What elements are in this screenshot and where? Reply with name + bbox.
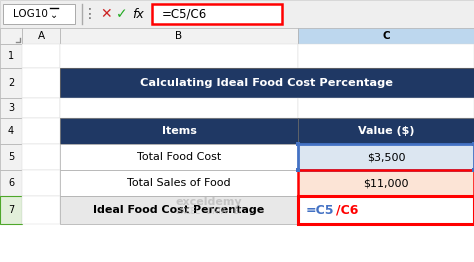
Bar [0,144,22,170]
Bar [60,118,298,144]
Bar [0,98,22,118]
Text: ⌄: ⌄ [50,10,58,20]
Text: $3,500: $3,500 [367,152,405,162]
Text: 5: 5 [8,152,14,162]
Bar [0,28,474,44]
Bar [298,196,474,224]
Bar [22,170,60,196]
Text: 3: 3 [8,103,14,113]
Text: LOG10: LOG10 [13,9,47,19]
Bar [298,196,474,224]
Text: exceldemy: exceldemy [176,197,242,207]
Bar [296,142,300,146]
Text: Total Food Cost: Total Food Cost [137,152,221,162]
Text: EXCEL · DATA · BI: EXCEL · DATA · BI [176,208,241,216]
Text: ✓: ✓ [116,7,128,21]
Bar [0,0,474,28]
Text: Total Sales of Food: Total Sales of Food [127,178,231,188]
Bar [60,170,298,196]
Text: 2: 2 [8,78,14,88]
Bar [298,44,474,68]
Bar [22,144,60,170]
Bar [22,68,60,98]
Text: =C5/C6: =C5/C6 [162,8,207,20]
Bar [296,168,300,172]
Bar [152,4,282,24]
Text: 1: 1 [8,51,14,61]
Bar [60,28,298,44]
Text: A: A [37,31,45,41]
Bar [298,170,474,196]
Bar [3,4,75,24]
Text: B: B [175,31,182,41]
Bar [298,144,474,170]
Bar [60,44,298,68]
Bar [298,28,474,44]
Bar [298,144,474,170]
Text: /C6: /C6 [336,204,358,216]
Bar [22,118,60,144]
Bar [22,196,60,224]
Bar [298,170,474,196]
Text: $11,000: $11,000 [363,178,409,188]
Text: ✕: ✕ [100,7,112,21]
Bar [472,168,474,172]
Text: Calculating Ideal Food Cost Percentage: Calculating Ideal Food Cost Percentage [140,78,393,88]
Bar [22,44,60,68]
Bar [0,170,22,196]
Text: =C5: =C5 [306,204,335,216]
Bar [60,144,298,170]
Bar [60,196,298,224]
Text: fx: fx [132,8,144,20]
Text: 4: 4 [8,126,14,136]
Text: C: C [382,31,390,41]
Text: Ideal Food Cost Percentage: Ideal Food Cost Percentage [93,205,264,215]
Text: Value ($): Value ($) [358,126,414,136]
Bar [298,118,474,144]
Bar [472,142,474,146]
Bar [22,98,60,118]
Bar [22,28,60,44]
Bar [0,68,22,98]
Bar [0,28,22,44]
Bar [60,98,298,118]
Text: Items: Items [162,126,196,136]
Text: ⋮: ⋮ [83,7,97,21]
Bar [60,68,474,98]
Bar [0,44,22,68]
Bar [298,98,474,118]
Bar [0,118,22,144]
Text: 7: 7 [8,205,14,215]
Bar [0,196,22,224]
Text: 6: 6 [8,178,14,188]
